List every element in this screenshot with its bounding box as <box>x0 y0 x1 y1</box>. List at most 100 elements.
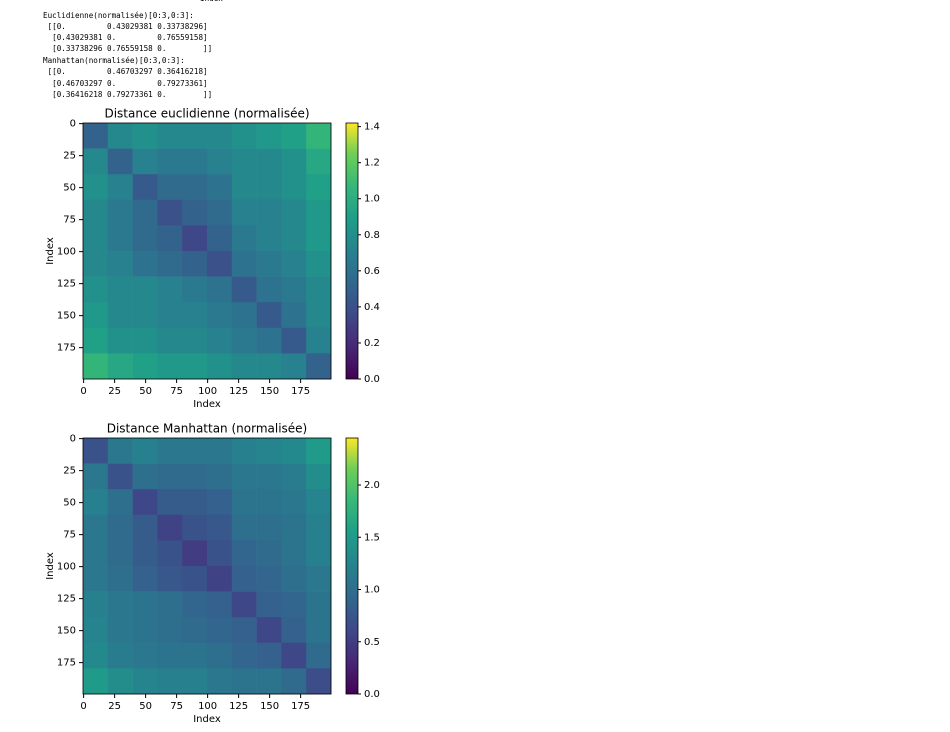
colorbar <box>345 122 359 380</box>
heatmap-cell <box>281 438 307 464</box>
heatmap-cell <box>207 540 233 567</box>
y-tick-label: 25 <box>63 466 76 477</box>
heatmap-cell <box>157 642 183 669</box>
x-tick-label: 100 <box>198 701 217 712</box>
x-tick-label: 0 <box>80 386 86 397</box>
heatmap-cell <box>132 225 158 252</box>
heatmap-cell <box>256 148 282 175</box>
heatmap-cell <box>231 463 257 490</box>
heatmap-cell <box>231 123 257 149</box>
heatmap-cell <box>256 327 282 354</box>
y-tick-label: 125 <box>57 279 76 290</box>
heatmap-cell <box>256 353 282 380</box>
heatmap-cell <box>207 225 233 252</box>
heatmap-cell <box>107 514 133 541</box>
heatmap-cell <box>157 438 183 464</box>
x-tick-label: 50 <box>139 386 152 397</box>
heatmap-cell <box>306 617 332 644</box>
heatmap-cell <box>132 123 158 149</box>
chart-title: Distance Manhattan (normalisée) <box>107 422 308 436</box>
heatmap-cell <box>256 463 282 490</box>
heatmap-cell <box>231 489 257 516</box>
colorbar-tick-label: 1.0 <box>364 194 380 205</box>
heatmap-cell <box>132 540 158 567</box>
heatmap-cell <box>182 489 208 516</box>
heatmap-cell <box>83 591 109 618</box>
heatmap-cell <box>132 251 158 277</box>
heatmap-cell <box>157 463 183 490</box>
heatmap-cell <box>107 566 133 592</box>
heatmap-cell <box>107 617 133 644</box>
heatmap-cell <box>207 489 233 516</box>
x-tick-label: 175 <box>291 701 310 712</box>
heatmap-cell <box>306 566 332 592</box>
heatmap-cell <box>256 302 282 329</box>
heatmap-cell <box>157 668 183 695</box>
heatmap-cell <box>231 540 257 567</box>
x-tick-label: 75 <box>170 386 183 397</box>
colorbar-tick-label: 0.0 <box>364 689 380 700</box>
y-tick-label: 175 <box>57 658 76 669</box>
x-tick-label: 125 <box>229 386 248 397</box>
output-line: [[0. 0.43029381 0.33738296] <box>43 22 208 31</box>
heatmap-cell <box>256 276 282 303</box>
heatmap-cell <box>231 566 257 592</box>
heatmap-cell <box>306 438 332 464</box>
heatmap-cell <box>182 566 208 592</box>
y-tick-label: 0 <box>70 434 76 445</box>
heatmap-cell <box>132 174 158 201</box>
heatmap-cell <box>157 302 183 329</box>
colorbar-tick-label: 1.0 <box>364 585 380 596</box>
heatmap-cell <box>83 199 109 226</box>
heatmap-cell <box>207 438 233 464</box>
heatmap-cell <box>281 174 307 201</box>
heatmap-cell <box>83 566 109 592</box>
plot-frame <box>82 122 332 380</box>
heatmap-cell <box>83 514 109 541</box>
heatmap-cell <box>157 123 183 149</box>
x-axis-label: Index <box>193 399 221 410</box>
heatmap-cell <box>256 668 282 695</box>
heatmap-cell <box>281 566 307 592</box>
heatmap-cell <box>132 566 158 592</box>
heatmap-cell <box>256 591 282 618</box>
output-line: [0.43029381 0. 0.76559158] <box>43 33 208 42</box>
heatmap-cell <box>207 148 233 175</box>
y-tick-label: 150 <box>57 626 76 637</box>
heatmap-cell <box>83 148 109 175</box>
x-tick-label: 25 <box>108 386 121 397</box>
heatmap-cell <box>182 148 208 175</box>
heatmap-cell <box>182 353 208 380</box>
heatmap-cell <box>182 251 208 277</box>
heatmap-cell <box>281 617 307 644</box>
heatmap-cell <box>306 327 332 354</box>
heatmap-cell <box>281 251 307 277</box>
heatmap-cell <box>107 668 133 695</box>
heatmap-cell <box>306 463 332 490</box>
heatmap-cell <box>306 251 332 277</box>
heatmap-cell <box>107 438 133 464</box>
colorbar-tick-label: 0.5 <box>364 637 380 648</box>
heatmap-cell <box>207 566 233 592</box>
heatmap-cell <box>132 199 158 226</box>
heatmap-cell <box>132 617 158 644</box>
heatmap-cell <box>182 225 208 252</box>
heatmap-cell <box>157 174 183 201</box>
heatmap-cell <box>281 591 307 618</box>
heatmap-cell <box>83 353 109 380</box>
heatmap-cell <box>281 514 307 541</box>
heatmap-cell <box>207 174 233 201</box>
heatmap-cell <box>207 617 233 644</box>
colorbar-tick-label: 0.8 <box>364 230 380 241</box>
heatmap-cell <box>306 668 332 695</box>
heatmap-cell <box>231 438 257 464</box>
heatmap-cell <box>157 148 183 175</box>
output-line: [0.46703297 0. 0.79273361] <box>43 79 208 88</box>
heatmap-cell <box>281 463 307 490</box>
y-tick-label: 125 <box>57 594 76 605</box>
heatmap-cell <box>132 438 158 464</box>
heatmap-cell <box>83 642 109 669</box>
output-line: [0.36416218 0.79273361 0. ]] <box>43 90 212 99</box>
heatmap-cell <box>207 642 233 669</box>
heatmap-cell <box>306 148 332 175</box>
